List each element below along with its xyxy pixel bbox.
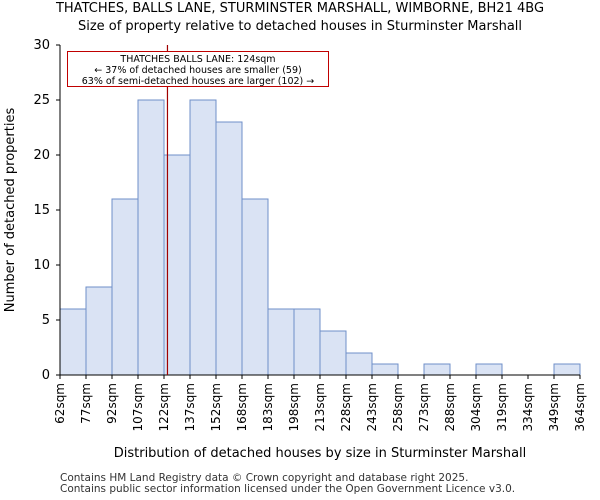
annotation-line1: THATCHES BALLS LANE: 124sqm xyxy=(120,54,276,65)
x-tick-label: 77sqm xyxy=(79,383,93,424)
x-tick-label: 319sqm xyxy=(495,383,509,431)
x-tick-label: 107sqm xyxy=(131,383,145,431)
bar-152sqm xyxy=(215,121,243,376)
x-tick-label: 152sqm xyxy=(209,383,223,431)
bar-228sqm xyxy=(345,352,373,376)
x-tick-label: 122sqm xyxy=(157,383,171,431)
x-axis-title: Distribution of detached houses by size … xyxy=(114,446,527,461)
footer-licence: Contains public sector information licen… xyxy=(60,483,516,495)
footer-copyright: Contains HM Land Registry data © Crown c… xyxy=(60,472,469,484)
y-axis-title: Number of detached properties xyxy=(3,108,18,313)
x-tick-label: 364sqm xyxy=(573,383,587,431)
x-tick-label: 183sqm xyxy=(261,383,275,431)
x-tick-label: 198sqm xyxy=(287,383,301,431)
bar-349sqm xyxy=(553,363,581,376)
bar-168sqm xyxy=(241,198,269,376)
x-tick-label: 288sqm xyxy=(443,383,457,431)
property-annotation-box: THATCHES BALLS LANE: 124sqm ← 37% of det… xyxy=(67,51,329,87)
y-tick-label: 10 xyxy=(33,258,50,273)
y-tick-label: 25 xyxy=(33,93,50,108)
bar-77sqm xyxy=(85,286,113,376)
bar-92sqm xyxy=(111,198,139,376)
y-tick-label: 30 xyxy=(33,38,50,53)
bar-62sqm xyxy=(59,308,87,376)
x-tick-label: 228sqm xyxy=(339,383,353,431)
x-tick-label: 62sqm xyxy=(53,383,67,424)
y-tick-label: 20 xyxy=(33,148,50,163)
x-tick-label: 213sqm xyxy=(313,383,327,431)
bar-213sqm xyxy=(319,330,347,376)
x-tick-label: 273sqm xyxy=(417,383,431,431)
y-tick-label: 15 xyxy=(33,203,50,218)
x-tick-label: 304sqm xyxy=(469,383,483,431)
chart-title-line1: THATCHES, BALLS LANE, STURMINSTER MARSHA… xyxy=(55,1,545,16)
bar-137sqm xyxy=(189,99,217,376)
bar-304sqm xyxy=(475,363,503,376)
bar-198sqm xyxy=(293,308,321,376)
x-tick-label: 137sqm xyxy=(183,383,197,431)
bar-183sqm xyxy=(267,308,295,376)
annotation-line3: 63% of semi-detached houses are larger (… xyxy=(81,76,315,87)
bar-243sqm xyxy=(371,363,399,376)
x-tick-label: 168sqm xyxy=(235,383,249,431)
bar-107sqm xyxy=(137,99,165,376)
chart-title-line2: Size of property relative to detached ho… xyxy=(77,19,523,34)
x-tick-label: 258sqm xyxy=(391,383,405,431)
y-tick-label: 5 xyxy=(42,313,50,328)
x-tick-label: 349sqm xyxy=(547,383,561,431)
y-tick-label: 0 xyxy=(42,368,50,383)
annotation-line2: ← 37% of detached houses are smaller (59… xyxy=(94,65,302,76)
x-tick-label: 334sqm xyxy=(521,383,535,431)
x-tick-label: 92sqm xyxy=(105,383,119,424)
x-tick-label: 243sqm xyxy=(365,383,379,431)
bar-273sqm xyxy=(423,363,451,376)
